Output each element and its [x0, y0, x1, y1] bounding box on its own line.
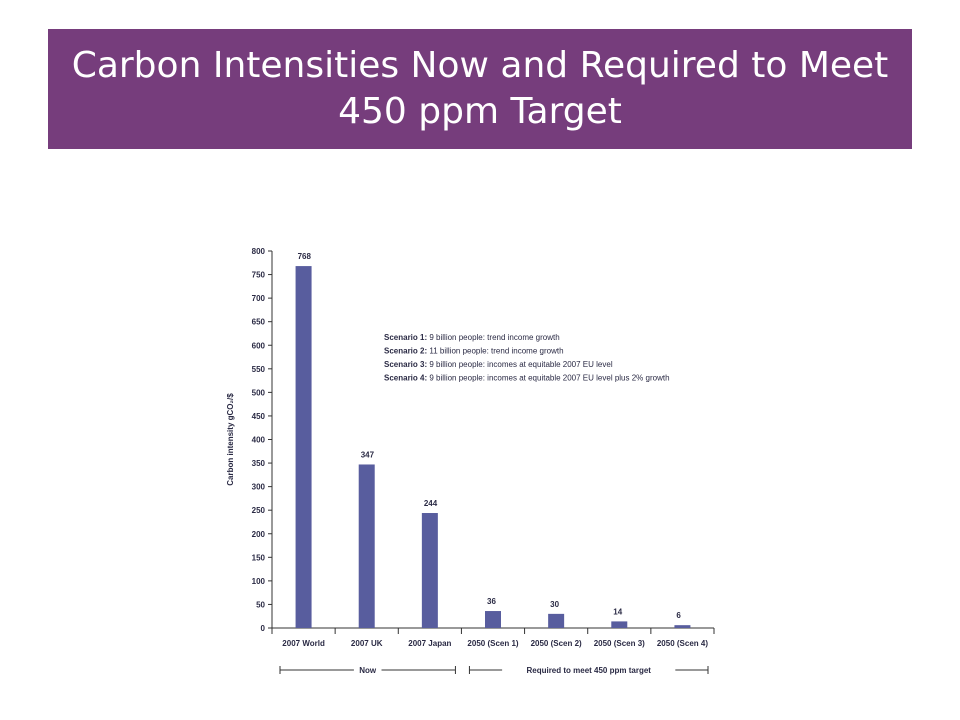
bar: [295, 266, 312, 628]
scenario-note: Scenario 1: 9 billion people: trend inco…: [384, 333, 560, 342]
scenario-note: Scenario 3: 9 billion people: incomes at…: [384, 360, 613, 369]
x-tick-label: 2050 (Scen 4): [657, 639, 708, 648]
group-label: Now: [359, 666, 377, 675]
scenario-note-label: Scenario 3:: [384, 360, 427, 369]
bar-value-label: 36: [487, 597, 496, 606]
bar-value-label: 244: [424, 499, 438, 508]
y-axis-label: Carbon intensity gCO₂/$: [226, 393, 235, 486]
bar-value-label: 30: [550, 600, 559, 609]
x-tick-label: 2007 UK: [351, 639, 383, 648]
title-banner: Carbon Intensities Now and Required to M…: [48, 29, 912, 149]
scenario-note-text: 9 billion people: incomes at equitable 2…: [427, 374, 669, 383]
y-tick-label: 450: [252, 412, 266, 421]
scenario-note: Scenario 2: 11 billion people: trend inc…: [384, 347, 564, 356]
y-tick-label: 550: [252, 365, 266, 374]
bar-value-label: 768: [298, 252, 312, 261]
y-tick-label: 800: [252, 247, 266, 256]
y-tick-label: 200: [252, 530, 266, 539]
y-tick-label: 400: [252, 436, 266, 445]
x-tick-label: 2050 (Scen 3): [594, 639, 645, 648]
group-label: Required to meet 450 ppm target: [526, 666, 651, 675]
bar: [611, 621, 628, 628]
x-tick-label: 2007 Japan: [408, 639, 451, 648]
y-tick-label: 250: [252, 506, 266, 515]
slide-title-line-2: 450 ppm Target: [338, 91, 622, 132]
y-tick-label: 650: [252, 318, 266, 327]
y-tick-label: 100: [252, 577, 266, 586]
bar: [548, 613, 565, 628]
scenario-notes: Scenario 1: 9 billion people: trend inco…: [384, 333, 670, 383]
y-tick-label: 500: [252, 388, 266, 397]
y-tick-label: 700: [252, 294, 266, 303]
y-tick-label: 0: [261, 624, 266, 633]
category-groups: Now Required to meet 450 ppm target: [279, 666, 709, 675]
bar: [485, 611, 501, 628]
slide-title-line-1: Carbon Intensities Now and Required to M…: [71, 45, 889, 86]
bar: [358, 464, 375, 628]
y-tick-label: 300: [252, 483, 266, 492]
scenario-note-text: 9 billion people: incomes at equitable 2…: [427, 360, 613, 369]
scenario-note: Scenario 4: 9 billion people: incomes at…: [384, 374, 670, 383]
bar: [674, 625, 691, 628]
x-axis: [271, 627, 715, 634]
scenario-note-text: 9 billion people: trend income growth: [427, 333, 560, 342]
y-tick-label: 750: [252, 271, 266, 280]
y-tick-label: 50: [256, 600, 265, 609]
x-tick-label: 2007 World: [282, 639, 325, 648]
y-tick-label: 150: [252, 553, 266, 562]
scenario-note-text: 11 billion people: trend income growth: [427, 347, 563, 356]
bars: 768 2007 World 347 2007 UK 244 2007 Japan 36 20…: [282, 252, 708, 648]
bar-value-label: 347: [361, 450, 375, 459]
y-axis: 0 50 100 150 200 250 300 350 400 450 500 550 600 650 7…: [226, 247, 273, 633]
bar-value-label: 14: [613, 607, 622, 616]
bar-value-label: 6: [676, 611, 681, 620]
x-tick-label: 2050 (Scen 2): [531, 639, 582, 648]
bar: [421, 513, 438, 628]
scenario-note-label: Scenario 1:: [384, 333, 427, 342]
scenario-note-label: Scenario 4:: [384, 374, 427, 383]
scenario-note-label: Scenario 2:: [384, 347, 427, 356]
y-tick-label: 600: [252, 341, 266, 350]
y-tick-label: 350: [252, 459, 266, 468]
x-tick-label: 2050 (Scen 1): [467, 639, 518, 648]
